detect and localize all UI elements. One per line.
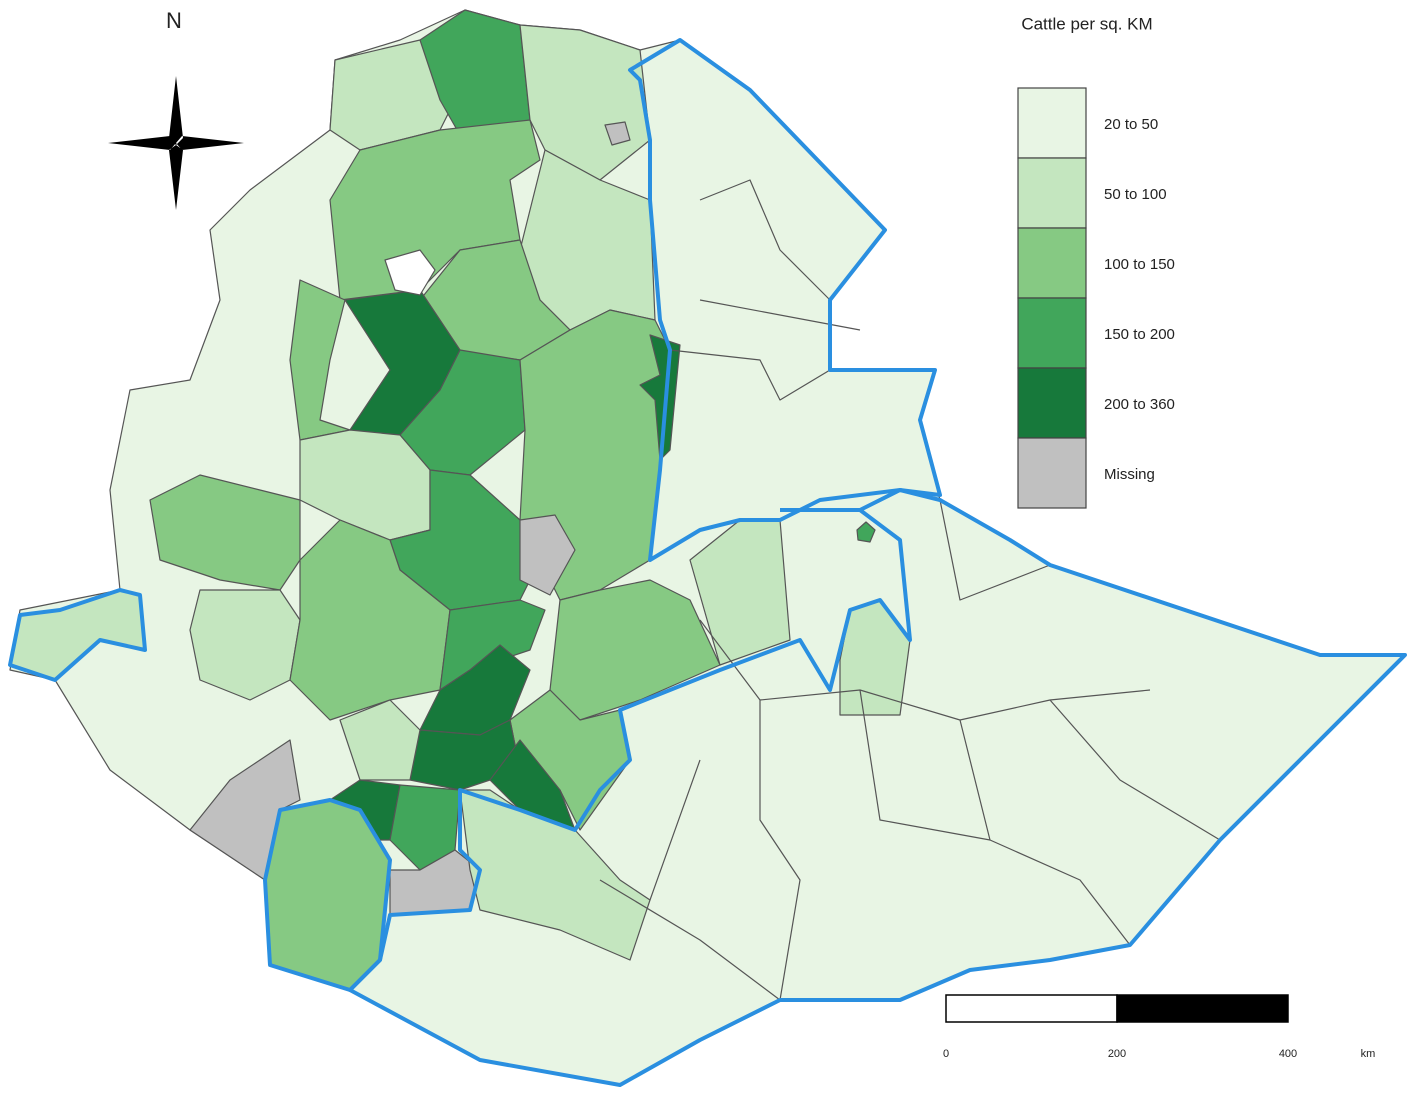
region: [384, 249, 436, 296]
region: [189, 589, 301, 701]
region: [519, 514, 576, 596]
region: [489, 739, 576, 831]
region: [689, 519, 791, 666]
legend-swatch: [1017, 87, 1087, 159]
region: [289, 279, 351, 441]
region-boundary: [263, 798, 392, 992]
legend-label: 50 to 100: [1104, 186, 1167, 203]
district-lines: [599, 179, 1221, 1001]
legend-swatch: [1017, 367, 1087, 439]
legend-swatch: [1017, 437, 1087, 509]
north-arrow: N: [108, 8, 244, 210]
region: [604, 121, 631, 146]
boundaries: [8, 38, 1407, 1087]
scale-label: 400: [1279, 1048, 1297, 1060]
legend-swatch: [1017, 227, 1087, 299]
scale-unit: km: [1361, 1048, 1376, 1060]
legend-label: 200 to 360: [1104, 396, 1175, 413]
legend-label: 20 to 50: [1104, 116, 1158, 133]
legend-label: 150 to 200: [1104, 326, 1175, 343]
scale-segment: [1116, 994, 1289, 1023]
scale-bar: 0 200 400 km: [943, 994, 1376, 1060]
legend-label: Missing: [1104, 466, 1155, 483]
legend-swatch: [1017, 157, 1087, 229]
region: [389, 784, 461, 871]
compass-rose: [108, 76, 244, 210]
legend-title: Cattle per sq. KM: [1021, 14, 1152, 33]
region: [856, 521, 876, 543]
scale-label: 200: [1108, 1048, 1126, 1060]
region-boundary: [8, 588, 147, 682]
legend-label: 100 to 150: [1104, 256, 1175, 273]
regions: [9, 9, 1406, 1086]
north-label: N: [166, 8, 182, 33]
region: [339, 699, 421, 781]
scale-label: 0: [943, 1048, 949, 1060]
legend-swatch: [1017, 297, 1087, 369]
scale-segment: [945, 994, 1118, 1023]
legend: Cattle per sq. KM 20 to 50 50 to 100 100 t…: [1017, 14, 1175, 509]
